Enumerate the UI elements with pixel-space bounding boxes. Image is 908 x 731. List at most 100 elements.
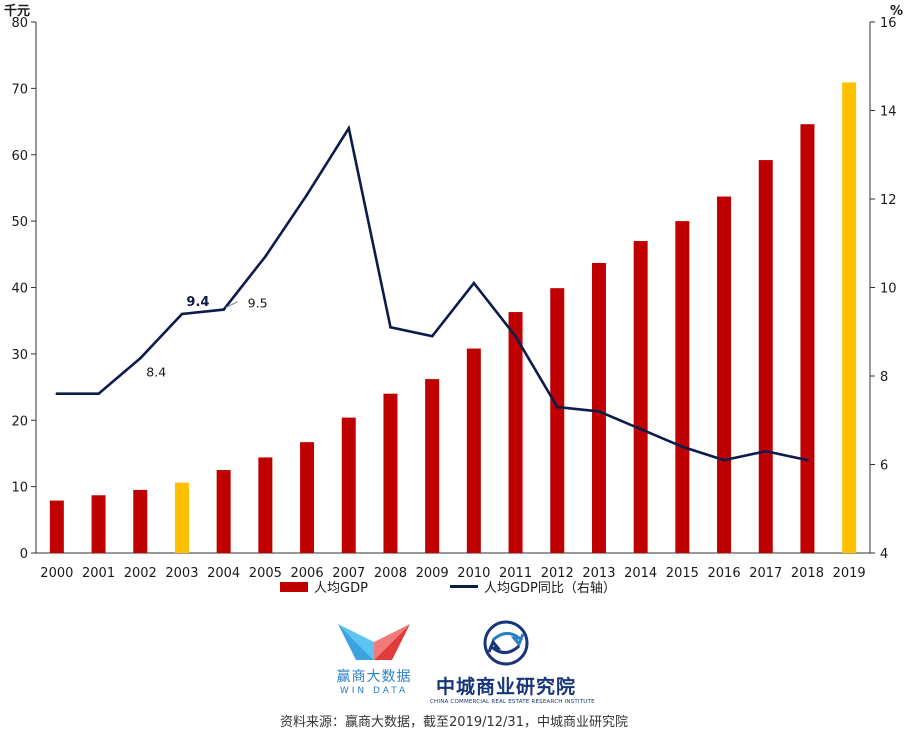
line-point xyxy=(180,312,184,316)
x-tick-label: 2000 xyxy=(40,566,73,581)
win-data-logo: 赢商大数据 WIN DATA xyxy=(336,620,412,698)
x-tick-label: 2016 xyxy=(708,566,741,581)
left-tick-label: 20 xyxy=(11,414,28,429)
line-point xyxy=(222,308,225,311)
line-point xyxy=(722,458,726,462)
bar-series xyxy=(49,82,857,554)
bar xyxy=(425,379,440,553)
bar xyxy=(383,393,398,553)
bar xyxy=(174,482,189,553)
left-tick-label: 60 xyxy=(11,149,28,164)
legend: 人均GDP 人均GDP同比（右轴） xyxy=(280,577,698,596)
left-tick-label: 10 xyxy=(11,481,28,496)
win-data-logo-en: WIN DATA xyxy=(339,686,409,696)
logos: 赢商大数据 WIN DATA 中城商业研究院 CHINA COMMERCIAL … xyxy=(0,620,908,705)
x-tick-label: 2006 xyxy=(291,566,324,581)
bar xyxy=(91,495,106,553)
data-label: 8.4 xyxy=(146,364,166,379)
data-label: 9.4 xyxy=(186,295,209,310)
bar xyxy=(633,241,648,553)
bar xyxy=(842,82,857,554)
line-point xyxy=(389,326,392,329)
bar xyxy=(133,489,148,553)
bar xyxy=(717,196,732,553)
legend-line-swatch xyxy=(449,585,478,588)
x-tick-label: 2011 xyxy=(499,566,532,581)
research-institute-logo-icon xyxy=(483,620,529,666)
x-tick-label: 2002 xyxy=(124,566,157,581)
left-tick-label: 40 xyxy=(11,282,28,297)
data-label: 9.5 xyxy=(248,296,268,311)
left-tick-label: 80 xyxy=(11,16,28,31)
x-tick-label: 2010 xyxy=(457,566,490,581)
left-tick-label: 70 xyxy=(11,82,28,97)
x-tick-label: 2001 xyxy=(82,566,115,581)
annotations: 8.4 9.4 9.5 xyxy=(146,295,267,379)
x-tick-label: 2019 xyxy=(833,566,866,581)
x-tick-label: 2009 xyxy=(416,566,449,581)
bar xyxy=(550,288,565,553)
right-tick-label: 4 xyxy=(880,547,888,562)
line-point xyxy=(55,392,59,396)
line-point xyxy=(472,281,476,285)
right-tick-label: 10 xyxy=(880,282,897,297)
x-tick-label: 2015 xyxy=(666,566,699,581)
line-point xyxy=(806,458,809,462)
chart: 0 10 20 30 40 50 60 70 80 4 6 8 10 12 14 16 千元 % 2000 2001 2… xyxy=(4,3,903,581)
line-point xyxy=(430,334,434,338)
right-tick-label: 14 xyxy=(880,105,897,120)
legend-item-line: 人均GDP同比（右轴） xyxy=(449,577,616,596)
legend-item-bar: 人均GDP xyxy=(280,577,368,596)
source-note: 资料来源：赢商大数据，截至2019/12/31，中城商业研究院 xyxy=(280,715,628,730)
bar xyxy=(300,442,315,553)
research-institute-logo: 中城商业研究院 CHINA COMMERCIAL REAL ESTATE RES… xyxy=(430,620,595,705)
legend-bar-swatch xyxy=(280,581,308,592)
bar xyxy=(800,124,815,553)
left-tick-label: 30 xyxy=(11,348,28,363)
bar xyxy=(258,457,273,553)
line-point xyxy=(514,334,517,338)
data-label-leader xyxy=(225,301,238,309)
bar xyxy=(466,348,481,553)
line-point xyxy=(555,405,559,409)
line-point xyxy=(97,392,100,396)
line-point xyxy=(764,449,768,453)
x-tick-label: 2004 xyxy=(207,566,240,581)
bar xyxy=(341,417,356,553)
research-institute-logo-cn: 中城商业研究院 xyxy=(435,676,576,698)
x-tick-label: 2014 xyxy=(624,566,657,581)
line-point xyxy=(347,126,351,130)
right-axis-unit: % xyxy=(890,4,903,19)
bar xyxy=(758,160,773,553)
right-tick-label: 6 xyxy=(880,459,888,474)
x-tick-label: 2008 xyxy=(374,566,407,581)
left-tick-label: 0 xyxy=(20,547,28,562)
line-point xyxy=(639,427,642,431)
right-tick-label: 16 xyxy=(880,16,897,31)
x-tick-label: 2018 xyxy=(791,566,824,581)
bar xyxy=(508,312,523,553)
win-data-logo-cn: 赢商大数据 xyxy=(336,669,412,685)
axes xyxy=(31,21,875,554)
left-tick-label: 50 xyxy=(11,215,28,230)
x-tick-label: 2007 xyxy=(332,566,365,581)
line-point xyxy=(305,193,309,196)
x-tick-label: 2003 xyxy=(165,566,198,581)
bar xyxy=(49,500,64,553)
line-series xyxy=(55,124,809,462)
axis-labels: 0 10 20 30 40 50 60 70 80 4 6 8 10 12 14 16 千元 % 2000 2001 2… xyxy=(4,3,903,581)
line-point xyxy=(138,357,142,360)
x-tick-label: 2013 xyxy=(582,566,615,581)
line-point xyxy=(597,410,601,413)
line-point xyxy=(264,255,267,258)
right-tick-label: 8 xyxy=(880,370,888,385)
x-tick-label: 2012 xyxy=(541,566,574,581)
left-axis-unit: 千元 xyxy=(4,3,30,19)
right-tick-label: 12 xyxy=(880,193,897,208)
line-point xyxy=(681,445,684,449)
bar xyxy=(675,221,690,553)
x-tick-label: 2017 xyxy=(749,566,782,581)
bar xyxy=(591,262,606,553)
research-institute-logo-en: CHINA COMMERCIAL REAL ESTATE RESEARCH IN… xyxy=(430,699,595,705)
legend-bar-label: 人均GDP xyxy=(314,581,368,596)
